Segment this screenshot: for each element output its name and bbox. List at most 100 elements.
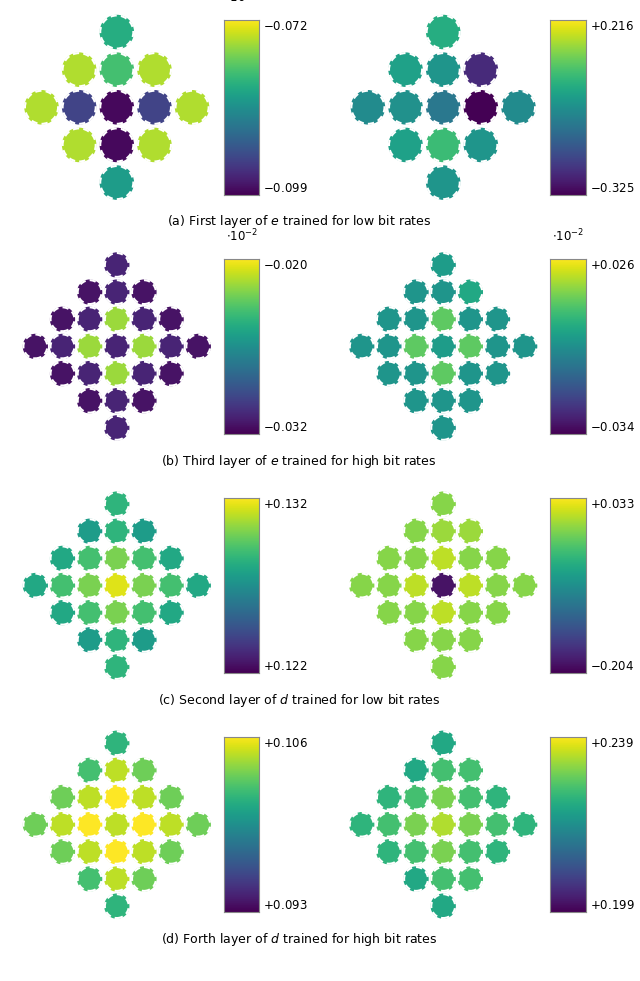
Text: $-0.204$: $-0.204$	[590, 660, 634, 673]
Circle shape	[431, 655, 455, 679]
Circle shape	[105, 307, 129, 332]
Circle shape	[51, 546, 74, 570]
Circle shape	[404, 362, 428, 386]
Text: $+0.132$: $+0.132$	[264, 497, 308, 511]
Circle shape	[431, 840, 455, 863]
Circle shape	[486, 546, 509, 570]
Circle shape	[486, 840, 509, 863]
Circle shape	[377, 307, 401, 332]
Circle shape	[100, 166, 133, 199]
Circle shape	[132, 281, 156, 304]
Text: $\cdot 10^{-2}$: $\cdot 10^{-2}$	[225, 0, 258, 6]
Circle shape	[186, 335, 210, 358]
Circle shape	[105, 574, 129, 597]
Circle shape	[63, 129, 96, 162]
Circle shape	[464, 53, 497, 86]
Circle shape	[159, 546, 183, 570]
Circle shape	[351, 90, 385, 124]
Circle shape	[458, 758, 483, 782]
Circle shape	[77, 307, 102, 332]
Circle shape	[138, 129, 171, 162]
Circle shape	[404, 546, 428, 570]
Circle shape	[431, 416, 455, 439]
Circle shape	[458, 812, 483, 837]
Circle shape	[458, 546, 483, 570]
Text: $+0.216$: $+0.216$	[590, 20, 634, 32]
Circle shape	[77, 600, 102, 625]
Circle shape	[431, 388, 455, 413]
Text: $+0.106$: $+0.106$	[264, 737, 308, 749]
Text: $+0.122$: $+0.122$	[264, 660, 308, 673]
Circle shape	[105, 655, 129, 679]
Circle shape	[427, 129, 460, 162]
Circle shape	[464, 90, 497, 124]
Circle shape	[105, 416, 129, 439]
Circle shape	[132, 307, 156, 332]
Circle shape	[105, 867, 129, 891]
Text: $\cdot 10^{-2}$: $\cdot 10^{-2}$	[552, 228, 584, 244]
Circle shape	[431, 731, 455, 755]
Circle shape	[404, 388, 428, 413]
Circle shape	[404, 519, 428, 543]
Circle shape	[25, 90, 58, 124]
Text: $-0.072$: $-0.072$	[264, 20, 308, 32]
Circle shape	[350, 812, 374, 837]
Circle shape	[404, 335, 428, 358]
Circle shape	[132, 519, 156, 543]
Circle shape	[458, 388, 483, 413]
Circle shape	[175, 90, 209, 124]
Circle shape	[100, 90, 133, 124]
Circle shape	[51, 335, 74, 358]
Circle shape	[404, 628, 428, 651]
Circle shape	[51, 307, 74, 332]
Circle shape	[404, 307, 428, 332]
Circle shape	[431, 519, 455, 543]
Circle shape	[431, 574, 455, 597]
Circle shape	[513, 812, 536, 837]
Circle shape	[77, 628, 102, 651]
Circle shape	[24, 812, 47, 837]
Circle shape	[105, 281, 129, 304]
Circle shape	[105, 758, 129, 782]
Circle shape	[404, 281, 428, 304]
Circle shape	[377, 546, 401, 570]
Circle shape	[458, 574, 483, 597]
Circle shape	[513, 574, 536, 597]
Circle shape	[427, 16, 460, 49]
Circle shape	[389, 90, 422, 124]
Circle shape	[404, 600, 428, 625]
Circle shape	[77, 574, 102, 597]
Circle shape	[132, 758, 156, 782]
Circle shape	[458, 307, 483, 332]
Circle shape	[159, 812, 183, 837]
Circle shape	[404, 840, 428, 863]
Circle shape	[51, 574, 74, 597]
Circle shape	[105, 840, 129, 863]
Circle shape	[458, 600, 483, 625]
Circle shape	[24, 574, 47, 597]
Circle shape	[132, 840, 156, 863]
Circle shape	[132, 574, 156, 597]
Circle shape	[132, 867, 156, 891]
Circle shape	[377, 574, 401, 597]
Circle shape	[100, 129, 133, 162]
Circle shape	[404, 574, 428, 597]
Text: $\cdot 10^{-2}$: $\cdot 10^{-2}$	[225, 228, 258, 244]
Text: (a) First layer of $e$ trained for low bit rates: (a) First layer of $e$ trained for low b…	[167, 214, 431, 231]
Circle shape	[138, 90, 171, 124]
Circle shape	[105, 600, 129, 625]
Text: $-0.020$: $-0.020$	[264, 259, 308, 272]
Circle shape	[159, 786, 183, 809]
Circle shape	[77, 812, 102, 837]
Circle shape	[132, 546, 156, 570]
Text: (c) Second layer of $d$ trained for low bit rates: (c) Second layer of $d$ trained for low …	[158, 692, 440, 708]
Circle shape	[431, 335, 455, 358]
Circle shape	[427, 166, 460, 199]
Circle shape	[377, 600, 401, 625]
Circle shape	[458, 519, 483, 543]
Circle shape	[431, 546, 455, 570]
Circle shape	[186, 812, 210, 837]
Circle shape	[105, 388, 129, 413]
Circle shape	[458, 867, 483, 891]
Text: $-0.325$: $-0.325$	[590, 182, 634, 195]
